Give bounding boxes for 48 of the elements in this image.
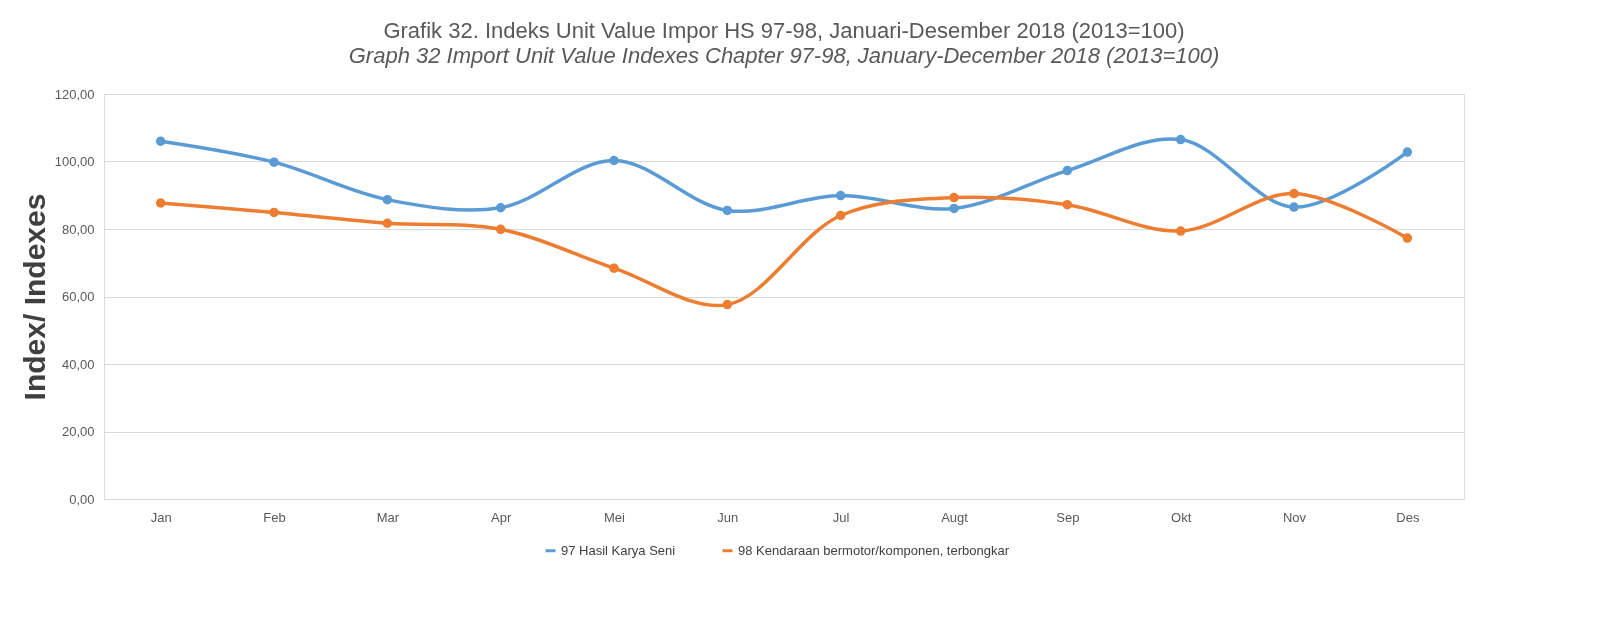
x-tick-label: Mar	[376, 509, 400, 525]
point	[382, 194, 393, 205]
x-tick-label: Sep	[1056, 509, 1080, 525]
point	[1289, 202, 1299, 212]
x-tick-label: Jun	[717, 509, 739, 525]
point	[1175, 226, 1186, 236]
x-tick-label: Jan	[150, 509, 172, 525]
point	[609, 263, 619, 273]
point	[835, 210, 846, 221]
x-tick-label: Jul	[832, 509, 850, 525]
x-tick-label: Mei	[604, 509, 626, 525]
chart-subtitle: Graph 32 Import Unit Value Indexes Chapter 97-98, January-December 2018 (2013=100)	[348, 43, 1220, 68]
x-tick-label: Apr	[491, 509, 512, 525]
point	[269, 157, 279, 167]
point	[722, 205, 733, 216]
point	[609, 155, 619, 166]
point	[1062, 199, 1073, 210]
y-tick-label: 100,00	[54, 154, 95, 169]
point	[1062, 165, 1073, 176]
point	[495, 203, 506, 213]
point	[495, 224, 506, 235]
point	[155, 198, 166, 208]
x-tick-label: Okt	[1171, 509, 1192, 525]
y-tick-label: 40,00	[61, 356, 95, 372]
legend-label: 98 Kendaraan bermotor/komponen, terbongkar	[738, 542, 1010, 558]
point	[382, 218, 393, 228]
y-tick-label: 20,00	[61, 424, 95, 439]
y-tick-label: 120,00	[54, 86, 95, 102]
y-axis-title: Index/ Indexes	[17, 193, 51, 401]
point	[1402, 233, 1413, 243]
point	[269, 207, 279, 218]
point	[949, 192, 959, 203]
point	[949, 203, 959, 214]
chart-title: Grafik 32. Indeks Unit Value Impor HS 97-98, Januari-Desember 2018 (2013=100)	[383, 18, 1185, 43]
legend-label: 97 Hasil Karya Seni	[561, 542, 676, 558]
point	[835, 190, 846, 201]
point	[1289, 188, 1299, 199]
point	[155, 136, 166, 146]
x-tick-label: Des	[1396, 509, 1420, 525]
y-tick-label: 0,00	[69, 491, 95, 507]
point	[1175, 134, 1186, 145]
point	[1402, 147, 1413, 157]
y-tick-label: 60,00	[61, 289, 95, 304]
x-tick-label: Feb	[263, 509, 286, 525]
y-tick-label: 80,00	[61, 221, 95, 237]
x-tick-label: Nov	[1282, 509, 1307, 525]
x-tick-label: Augt	[941, 509, 969, 525]
point	[722, 299, 733, 310]
